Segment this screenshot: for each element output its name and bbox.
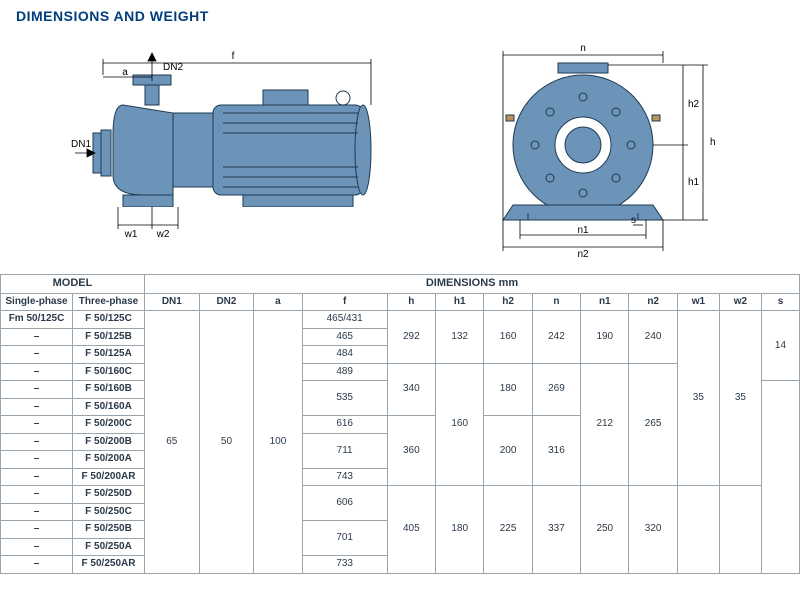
- th-h2: h2: [484, 293, 532, 311]
- dim-label-f: f: [231, 51, 234, 62]
- dim-label-h: h: [710, 137, 716, 148]
- table-row: – F 50/250D 606 405 180 225 337 250 320: [1, 486, 800, 504]
- pump-front-view: n h h1 h2 n1 n2 s: [458, 35, 738, 265]
- th-model: MODEL: [1, 275, 145, 294]
- dim-label-dn1: DN1: [71, 139, 91, 150]
- dimensions-table: MODEL DIMENSIONS mm Single-phase Three-p…: [0, 274, 800, 574]
- dim-label-n2: n2: [577, 249, 589, 260]
- th-single-phase: Single-phase: [1, 293, 73, 311]
- dim-label-w2: w2: [155, 229, 169, 240]
- th-n1: n1: [581, 293, 629, 311]
- dim-label-w1: w1: [123, 229, 137, 240]
- th-n: n: [532, 293, 580, 311]
- table-row: Fm 50/125C F 50/125C 65 50 100 465/431 2…: [1, 311, 800, 329]
- th-h1: h1: [436, 293, 484, 311]
- th-w1: w1: [677, 293, 719, 311]
- dim-label-s: s: [631, 215, 636, 226]
- dim-label-n1: n1: [577, 225, 589, 236]
- th-s: s: [761, 293, 799, 311]
- dim-label-h2: h2: [688, 99, 700, 110]
- pump-side-view: f a DN2 DN1 w1 w2: [63, 35, 393, 265]
- th-w2: w2: [719, 293, 761, 311]
- th-dn2: DN2: [199, 293, 254, 311]
- dim-label-n: n: [580, 43, 586, 54]
- dim-label-a: a: [122, 67, 128, 78]
- dim-label-dn2: DN2: [163, 62, 183, 73]
- th-f: f: [302, 293, 387, 311]
- th-h: h: [387, 293, 435, 311]
- th-n2: n2: [629, 293, 677, 311]
- page-title: DIMENSIONS AND WEIGHT: [0, 0, 800, 26]
- th-dimensions: DIMENSIONS mm: [145, 275, 800, 294]
- dim-label-h1: h1: [688, 177, 700, 188]
- th-three-phase: Three-phase: [73, 293, 145, 311]
- th-a: a: [254, 293, 302, 311]
- diagram-container: f a DN2 DN1 w1 w2: [0, 26, 800, 274]
- th-dn1: DN1: [145, 293, 200, 311]
